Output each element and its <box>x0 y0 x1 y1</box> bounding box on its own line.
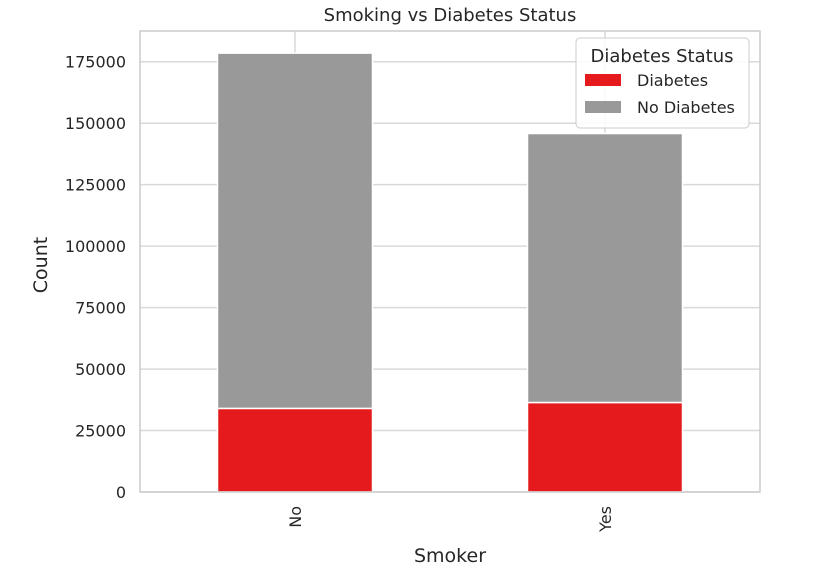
y-tick-labels: 0 25000 50000 75000 100000 125000 150000 175000 <box>65 53 126 502</box>
legend-swatch <box>585 74 621 86</box>
x-tick-labels: No Yes <box>286 506 615 533</box>
y-tick-label: 100000 <box>65 237 126 256</box>
y-tick-label: 75000 <box>75 299 126 318</box>
y-tick-label: 150000 <box>65 114 126 133</box>
bar-diabetes-no <box>216 407 374 493</box>
legend-swatch <box>585 101 621 113</box>
legend-label: No Diabetes <box>637 98 735 117</box>
y-tick-label: 50000 <box>75 360 126 379</box>
legend-label: Diabetes <box>637 71 708 90</box>
x-axis-title: Smoker <box>414 545 486 567</box>
x-tick-label: No <box>286 506 305 528</box>
bar-no-diabetes-yes <box>526 132 684 404</box>
plot-frame <box>139 30 761 493</box>
y-tick-label: 25000 <box>75 422 126 441</box>
y-tick-label: 0 <box>116 483 126 502</box>
bar-diabetes-yes <box>526 401 684 493</box>
bar-no-diabetes-no <box>216 52 374 410</box>
y-tick-label: 125000 <box>65 176 126 195</box>
y-axis-title: Count <box>30 237 52 293</box>
legend-title: Diabetes Status <box>591 46 734 67</box>
y-tick-label: 175000 <box>65 53 126 72</box>
x-tick-label: Yes <box>596 506 615 533</box>
chart-title: Smoking vs Diabetes Status <box>324 5 577 26</box>
legend: Diabetes Status Diabetes No Diabetes <box>575 37 750 129</box>
